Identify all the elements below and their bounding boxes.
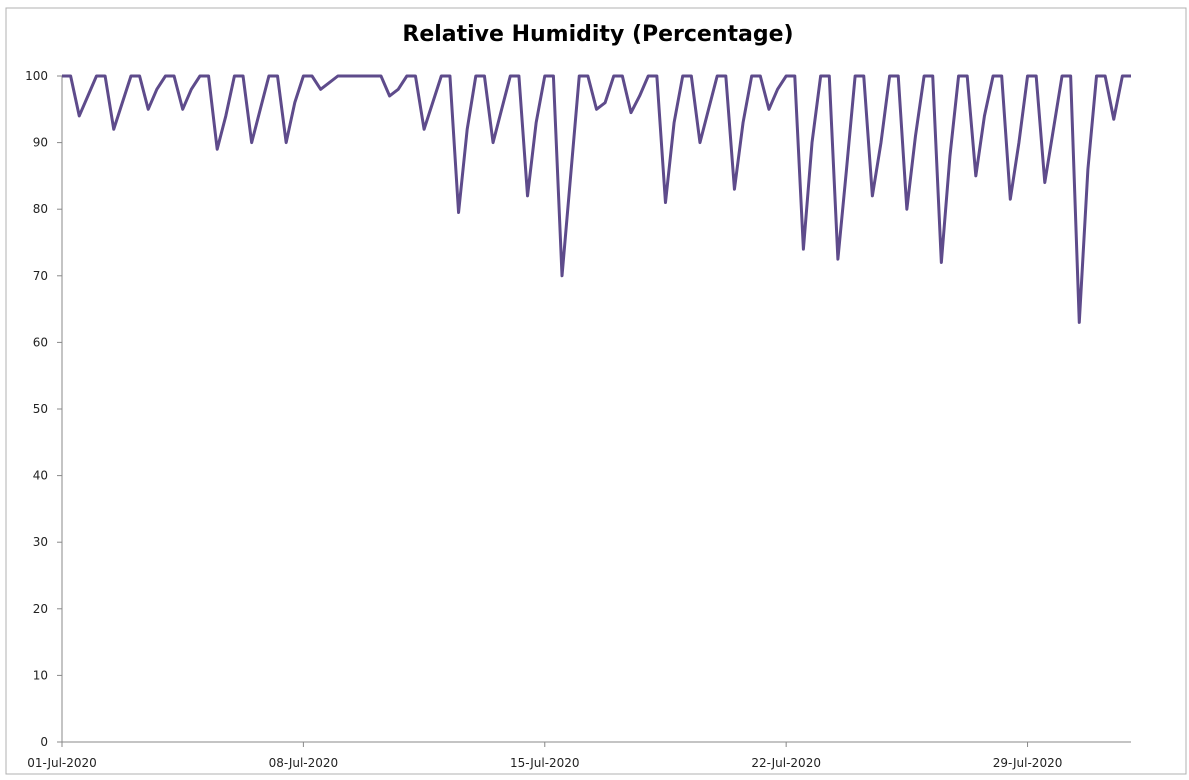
- x-tick-label: 15-Jul-2020: [510, 756, 580, 770]
- x-tick-label: 01-Jul-2020: [27, 756, 97, 770]
- y-tick-label: 30: [33, 535, 48, 549]
- y-tick-label: 80: [33, 202, 48, 216]
- chart-frame: [5, 7, 1187, 775]
- y-tick-label: 0: [40, 735, 48, 749]
- y-tick-label: 40: [33, 469, 48, 483]
- x-tick-label: 29-Jul-2020: [993, 756, 1063, 770]
- x-tick-label: 08-Jul-2020: [269, 756, 339, 770]
- chart-title: Relative Humidity (Percentage): [402, 22, 793, 47]
- data-line: [62, 74, 1131, 324]
- y-tick-label: 90: [33, 136, 48, 150]
- y-tick-label: 50: [33, 402, 48, 416]
- y-tick-label: 60: [33, 335, 48, 349]
- y-tick-label: 100: [25, 69, 48, 83]
- y-tick-label: 10: [33, 668, 48, 682]
- y-tick-label: 70: [33, 269, 48, 283]
- x-tick-label: 22-Jul-2020: [751, 756, 821, 770]
- y-tick-label: 20: [33, 602, 48, 616]
